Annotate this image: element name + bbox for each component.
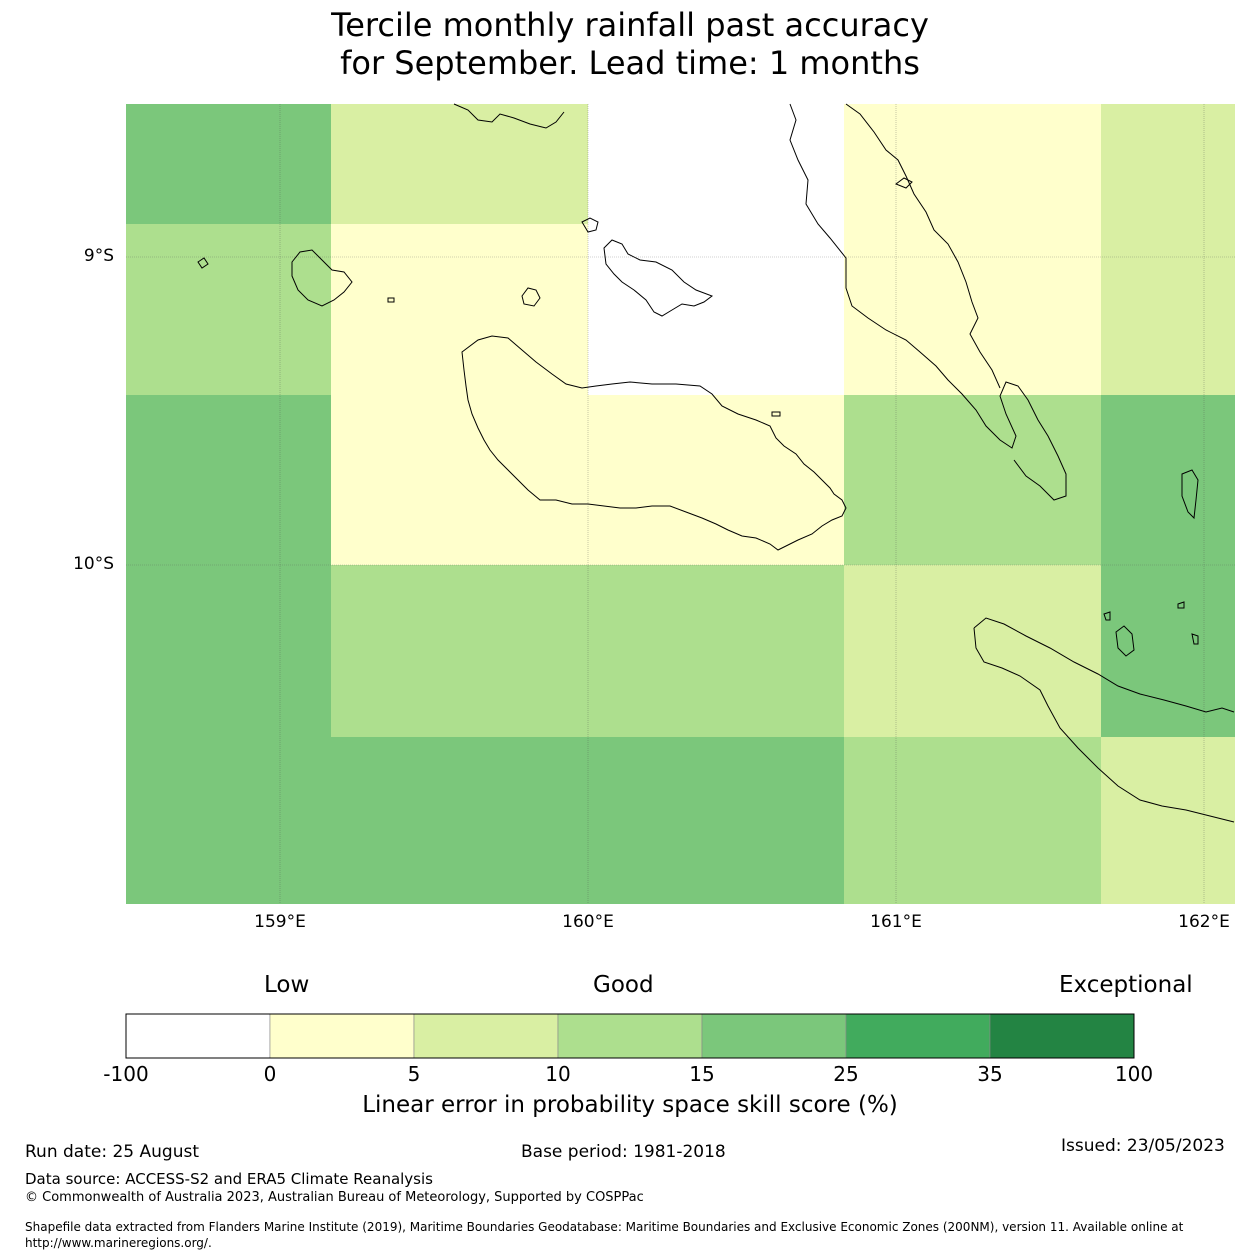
skill-cell-r1-c0	[126, 224, 331, 395]
base-period: Base period: 1981-2018	[521, 1142, 726, 1162]
lon-label-160e: 160°E	[562, 912, 614, 932]
skill-cell-r1-c1	[331, 224, 588, 395]
colorbar-word-low: Low	[264, 972, 310, 998]
colorbar-word-exceptional: Exceptional	[1059, 972, 1193, 998]
issued-date: Issued: 23/05/2023	[1061, 1136, 1225, 1156]
colorbar-tick: 5	[407, 1062, 421, 1086]
colorbar-tick: 0	[263, 1062, 277, 1086]
ugi-island	[1115, 625, 1135, 657]
skill-cell-r2-c1	[331, 395, 588, 565]
skill-cell-r3-c3	[844, 565, 1101, 737]
colorbar-word-good: Good	[593, 972, 654, 998]
shapefile-credit-line-1: Shapefile data extracted from Flanders M…	[25, 1220, 1184, 1234]
skill-cell-r2-c3	[844, 395, 1101, 565]
savo-island	[521, 287, 541, 307]
colorbar-segment-1	[269, 1013, 415, 1059]
russell-islet	[197, 257, 209, 269]
makira-south-coast	[973, 627, 1235, 823]
small-islet-4	[771, 411, 781, 417]
colorbar-segment-0	[125, 1013, 271, 1059]
small-islet-3	[1191, 633, 1199, 645]
colorbar-frame	[125, 1013, 1135, 1059]
small-island-nw	[581, 217, 599, 233]
lat-label-10s: 10°S	[73, 554, 114, 574]
ulawa-island	[1181, 469, 1199, 520]
small-islet-5	[387, 297, 395, 303]
skill-cell-r4-c3	[844, 737, 1101, 904]
skill-grid-cells	[126, 104, 1235, 904]
lat-label-9s: 9°S	[83, 246, 114, 266]
data-source: Data source: ACCESS-S2 and ERA5 Climate …	[25, 1170, 433, 1188]
skill-cell-r0-c1	[331, 104, 588, 224]
skill-cell-r2-c0	[126, 395, 331, 565]
malaita-north-coast	[845, 103, 1001, 389]
skill-cell-r2-c2	[588, 395, 844, 565]
russell-islands	[291, 249, 353, 307]
skill-cell-r3-c1	[331, 565, 588, 737]
colorbar-segment-6	[989, 1013, 1135, 1059]
colorbar-tick: 100	[1114, 1062, 1154, 1086]
skill-cell-r0-c2	[588, 104, 844, 224]
skill-cell-r4-c0	[126, 737, 331, 904]
skill-cell-r4-c1	[331, 737, 588, 904]
skill-cell-r1-c3	[844, 224, 1101, 395]
skill-cell-r0-c0	[126, 104, 331, 224]
santa-isabel-island	[453, 103, 565, 129]
colorbar-segment-2	[413, 1013, 559, 1059]
skill-cell-r0-c3	[844, 104, 1101, 224]
skill-cell-r4-c2	[588, 737, 844, 904]
skill-cell-r3-c0	[126, 565, 331, 737]
skill-cell-r1-c2	[588, 224, 844, 395]
map-title: Tercile monthly rainfall past accuracy f…	[0, 6, 1260, 82]
lon-label-161e: 161°E	[870, 912, 922, 932]
shapefile-credit-line-2: http://www.marineregions.org/.	[25, 1236, 212, 1250]
makira-island	[973, 617, 1235, 713]
title-line-2: for September. Lead time: 1 months	[340, 44, 920, 82]
colorbar-tick: 15	[689, 1062, 715, 1086]
coastlines	[197, 103, 1235, 823]
colorbar-label: Linear error in probability space skill …	[362, 1092, 898, 1118]
skill-cell-r3-c4	[1101, 565, 1235, 737]
colorbar-tick: 25	[833, 1062, 859, 1086]
skill-cell-r3-c2	[588, 565, 844, 737]
run-date: Run date: 25 August	[25, 1142, 199, 1162]
small-island-malaita	[894, 177, 913, 189]
colorbar-tick: 35	[977, 1062, 1003, 1086]
lon-label-162e: 162°E	[1178, 912, 1230, 932]
florida-islands	[603, 239, 714, 317]
skill-cell-r4-c4	[1101, 737, 1235, 904]
title-line-1: Tercile monthly rainfall past accuracy	[331, 6, 929, 44]
copyright-notice: © Commonwealth of Australia 2023, Austra…	[25, 1190, 644, 1205]
small-islet-1	[1103, 611, 1111, 621]
malaita-island	[789, 103, 1067, 501]
guadalcanal-island	[461, 335, 847, 551]
colorbar-segment-5	[845, 1013, 991, 1059]
skill-cell-r0-c4	[1101, 104, 1235, 224]
skill-cell-r2-c4	[1101, 395, 1235, 565]
colorbar-tick: 10	[545, 1062, 571, 1086]
colorbar-tick: -100	[103, 1062, 149, 1086]
colorbar-segment-3	[557, 1013, 703, 1059]
lon-label-159e: 159°E	[254, 912, 306, 932]
skill-cell-r1-c4	[1101, 224, 1235, 395]
colorbar	[125, 1013, 1135, 1059]
colorbar-segment-4	[701, 1013, 847, 1059]
small-islet-2	[1177, 601, 1185, 609]
